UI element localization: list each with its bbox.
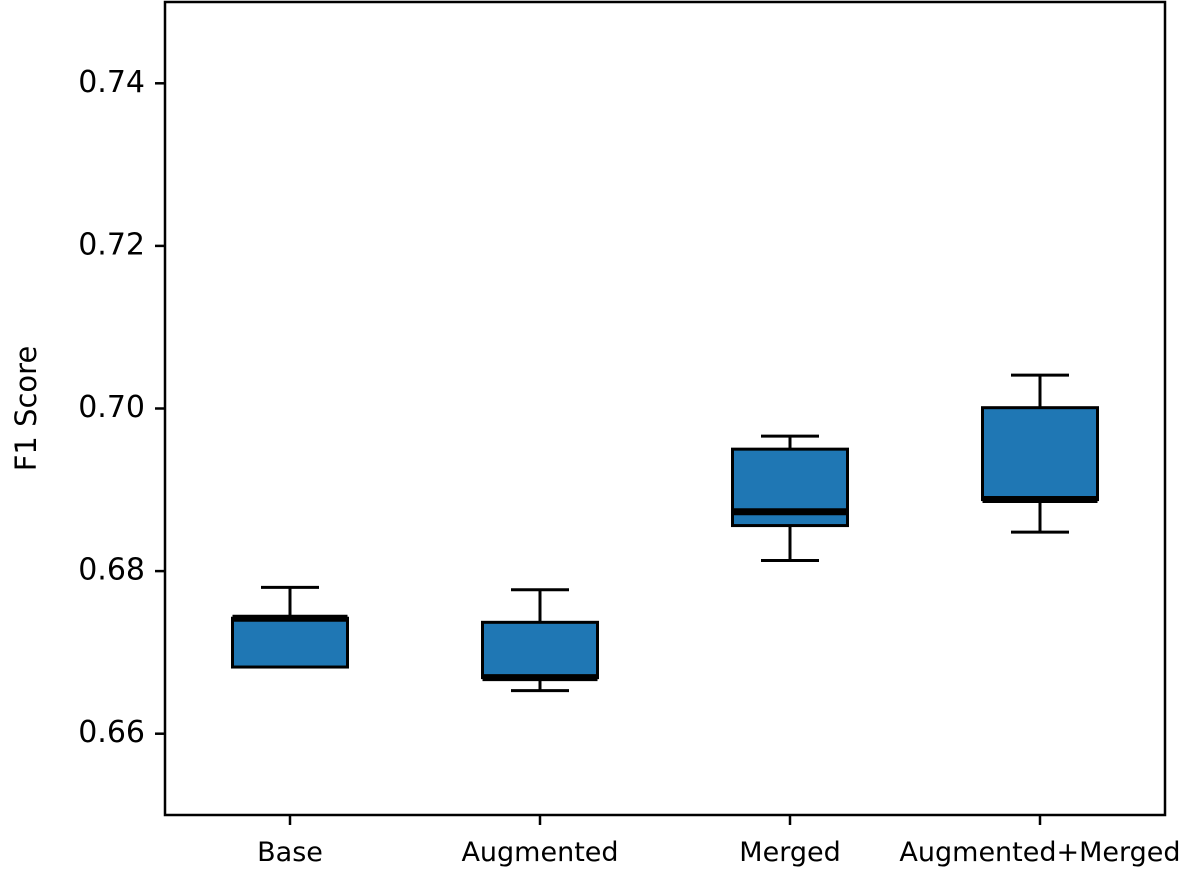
x-tick-label: Augmented+Merged bbox=[899, 837, 1180, 868]
box-iqr bbox=[981, 406, 1099, 502]
y-tick-label: 0.68 bbox=[78, 553, 145, 588]
plot-area bbox=[231, 373, 1099, 693]
axes-frame bbox=[163, 0, 1167, 817]
x-tick-label: Base bbox=[257, 837, 323, 868]
y-axis-ticks: 0.66 0.68 0.70 0.72 0.74 bbox=[78, 65, 165, 750]
y-axis-label: F1 Score bbox=[9, 346, 43, 472]
box-group bbox=[731, 434, 849, 563]
box-iqr bbox=[481, 620, 599, 680]
y-tick-label: 0.72 bbox=[78, 227, 145, 262]
box-group bbox=[481, 588, 599, 693]
box-iqr bbox=[231, 616, 349, 669]
y-tick-label: 0.70 bbox=[78, 390, 145, 425]
x-tick-label: Augmented bbox=[461, 837, 618, 868]
x-tick-label: Merged bbox=[739, 837, 840, 868]
box-group bbox=[981, 373, 1099, 534]
y-tick-label: 0.74 bbox=[78, 65, 145, 100]
box-group bbox=[231, 585, 349, 669]
x-axis-ticks: Base Augmented Merged Augmented+Merged bbox=[257, 815, 1181, 868]
y-tick-label: 0.66 bbox=[78, 715, 145, 750]
